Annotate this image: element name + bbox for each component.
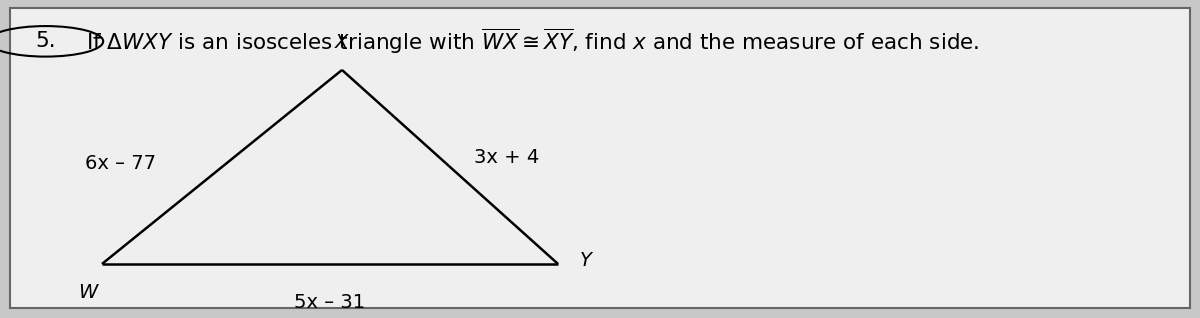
Text: Y: Y bbox=[580, 251, 592, 270]
Text: If $\mathit{\Delta WXY}$ is an isosceles triangle with $\overline{WX} \cong \ove: If $\mathit{\Delta WXY}$ is an isosceles… bbox=[86, 27, 980, 56]
Text: 5x – 31: 5x – 31 bbox=[294, 293, 366, 312]
FancyBboxPatch shape bbox=[10, 8, 1190, 308]
Text: 5.: 5. bbox=[35, 31, 56, 51]
Text: 3x + 4: 3x + 4 bbox=[474, 148, 539, 167]
Text: W: W bbox=[78, 283, 97, 302]
Text: X: X bbox=[335, 33, 349, 52]
Text: 6x – 77: 6x – 77 bbox=[85, 154, 156, 173]
